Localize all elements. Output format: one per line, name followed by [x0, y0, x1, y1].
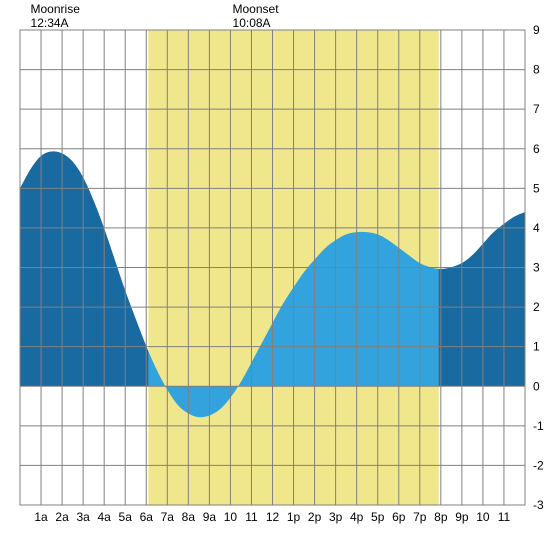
x-tick-label: 5p [371, 510, 385, 524]
x-tick-label: 1p [287, 510, 301, 524]
x-tick-label: 7p [413, 510, 427, 524]
x-tick-label: 10 [224, 510, 238, 524]
x-tick-label: 6a [140, 510, 154, 524]
x-tick-label: 9a [203, 510, 217, 524]
y-tick-label: 4 [533, 221, 540, 235]
x-tick-label: 3p [329, 510, 343, 524]
x-tick-label: 4a [97, 510, 111, 524]
x-tick-label: 1a [34, 510, 48, 524]
y-tick-label: 3 [533, 261, 540, 275]
x-tick-label: 6p [392, 510, 406, 524]
y-tick-label: 1 [533, 340, 540, 354]
y-tick-label: 7 [533, 102, 540, 116]
x-tick-label: 3a [76, 510, 90, 524]
x-tick-label: 2p [308, 510, 322, 524]
x-tick-label: 5a [119, 510, 133, 524]
x-tick-label: 8p [434, 510, 448, 524]
x-tick-label: 2a [55, 510, 69, 524]
x-tick-label: 12 [266, 510, 280, 524]
moonrise-label: Moonrise12:34A [31, 2, 80, 30]
y-tick-label: 9 [533, 23, 540, 37]
x-tick-label: 11 [498, 510, 511, 524]
x-tick-label: 10 [476, 510, 490, 524]
x-tick-label: 11 [245, 510, 258, 524]
y-tick-label: 8 [533, 63, 540, 77]
x-tick-label: 7a [161, 510, 175, 524]
y-tick-label: 2 [533, 300, 540, 314]
tide-chart: -3-2-101234567891a2a3a4a5a6a7a8a9a101112… [0, 0, 550, 550]
moon-title: Moonrise [31, 2, 80, 16]
y-tick-label: -2 [533, 458, 544, 472]
x-tick-label: 8a [182, 510, 196, 524]
moon-time: 12:34A [31, 16, 80, 30]
moon-title: Moonset [233, 2, 279, 16]
y-tick-label: 0 [533, 379, 540, 393]
y-tick-label: -1 [533, 419, 544, 433]
x-tick-label: 4p [350, 510, 364, 524]
y-tick-label: -3 [533, 498, 544, 512]
moonset-label: Moonset10:08A [233, 2, 279, 30]
moon-time: 10:08A [233, 16, 279, 30]
x-tick-label: 9p [455, 510, 469, 524]
y-tick-label: 6 [533, 142, 540, 156]
tide-chart-svg: -3-2-101234567891a2a3a4a5a6a7a8a9a101112… [0, 0, 550, 550]
y-tick-label: 5 [533, 181, 540, 195]
